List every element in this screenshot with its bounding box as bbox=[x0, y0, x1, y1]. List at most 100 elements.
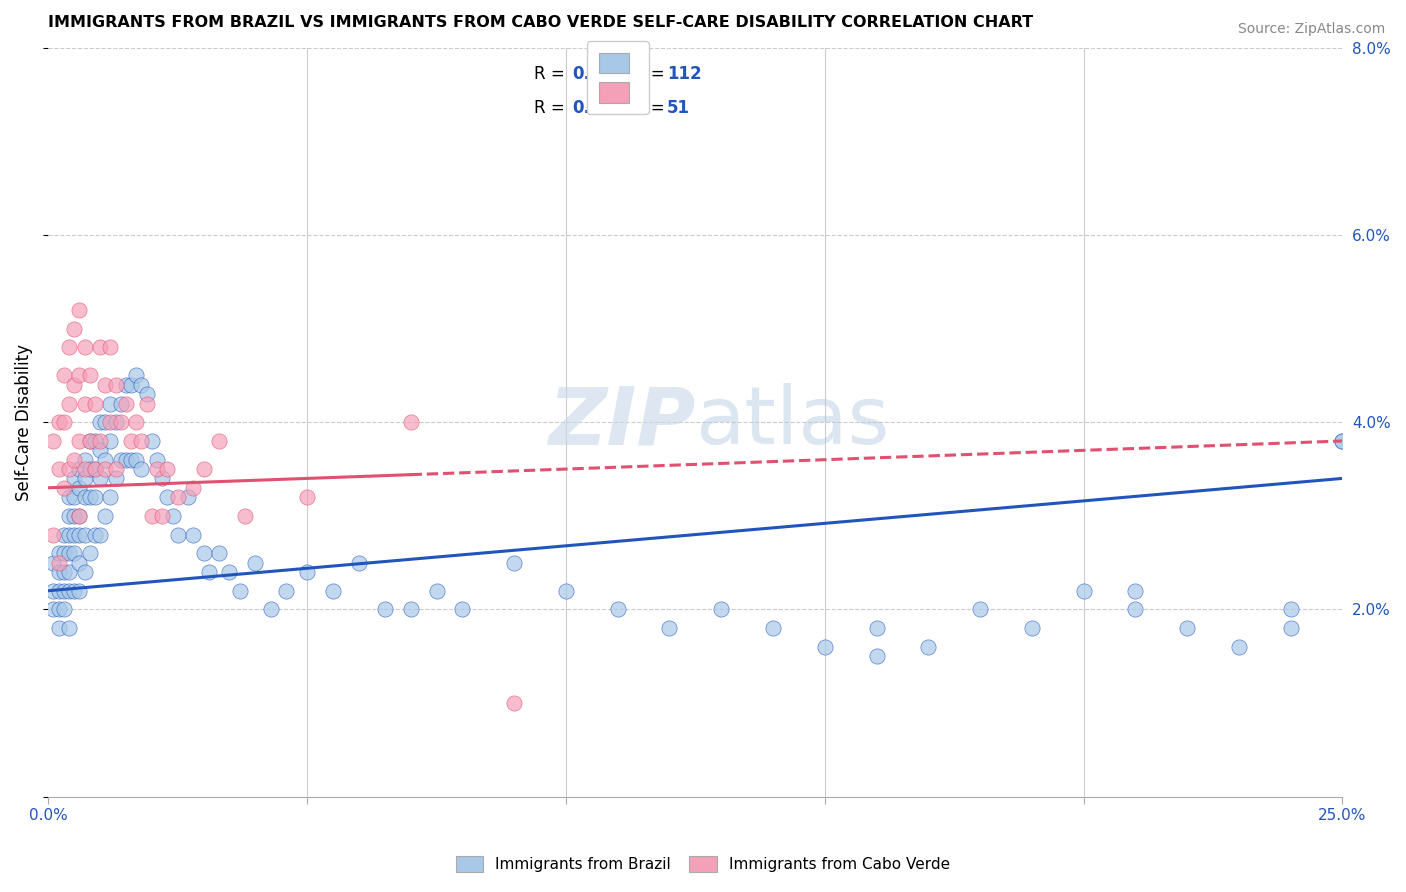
Point bbox=[58, 565, 80, 579]
Point bbox=[58, 583, 80, 598]
Point bbox=[115, 452, 138, 467]
Point bbox=[814, 640, 837, 654]
Point bbox=[79, 434, 101, 448]
Point bbox=[1331, 434, 1354, 448]
Point bbox=[48, 556, 70, 570]
Point bbox=[63, 583, 86, 598]
Legend: Immigrants from Brazil, Immigrants from Cabo Verde: Immigrants from Brazil, Immigrants from … bbox=[449, 848, 957, 880]
Point bbox=[63, 546, 86, 560]
Point bbox=[52, 481, 75, 495]
Point bbox=[100, 396, 122, 410]
Point bbox=[58, 490, 80, 504]
Point bbox=[162, 508, 184, 523]
Point bbox=[63, 452, 86, 467]
Point bbox=[295, 490, 318, 504]
Point bbox=[67, 583, 90, 598]
Point bbox=[73, 565, 96, 579]
Point bbox=[73, 396, 96, 410]
Point bbox=[73, 527, 96, 541]
Point bbox=[125, 452, 148, 467]
Point bbox=[125, 368, 148, 383]
Point bbox=[48, 621, 70, 635]
Point bbox=[555, 583, 578, 598]
Point bbox=[83, 434, 105, 448]
Point bbox=[503, 556, 526, 570]
Point bbox=[52, 368, 75, 383]
Point bbox=[52, 583, 75, 598]
Point bbox=[260, 602, 283, 616]
Point bbox=[197, 565, 219, 579]
Point bbox=[67, 508, 90, 523]
Point bbox=[94, 452, 117, 467]
Point bbox=[193, 546, 215, 560]
Point bbox=[1021, 621, 1043, 635]
Point bbox=[374, 602, 396, 616]
Point bbox=[42, 602, 65, 616]
Point bbox=[63, 508, 86, 523]
Y-axis label: Self-Care Disability: Self-Care Disability bbox=[15, 343, 32, 500]
Point bbox=[1331, 434, 1354, 448]
Point bbox=[141, 434, 163, 448]
Point bbox=[218, 565, 240, 579]
Point bbox=[79, 368, 101, 383]
Point bbox=[1227, 640, 1250, 654]
Point bbox=[865, 649, 887, 664]
Point bbox=[110, 396, 132, 410]
Point bbox=[79, 434, 101, 448]
Point bbox=[104, 471, 127, 485]
Point bbox=[131, 462, 153, 476]
Text: N =: N = bbox=[633, 65, 665, 83]
Point bbox=[1123, 602, 1146, 616]
Point bbox=[48, 565, 70, 579]
Point bbox=[67, 508, 90, 523]
Point bbox=[48, 546, 70, 560]
Point bbox=[233, 508, 256, 523]
Point bbox=[52, 565, 75, 579]
Point bbox=[42, 583, 65, 598]
Point bbox=[67, 462, 90, 476]
Point bbox=[606, 602, 628, 616]
Point bbox=[146, 462, 169, 476]
Point bbox=[52, 415, 75, 429]
Point bbox=[120, 434, 142, 448]
Point bbox=[94, 377, 117, 392]
Point bbox=[89, 415, 111, 429]
Point bbox=[208, 434, 231, 448]
Point bbox=[58, 508, 80, 523]
Point bbox=[156, 462, 179, 476]
Point bbox=[63, 471, 86, 485]
Point bbox=[451, 602, 474, 616]
Point bbox=[67, 434, 90, 448]
Point bbox=[58, 462, 80, 476]
Point bbox=[94, 508, 117, 523]
Point bbox=[52, 546, 75, 560]
Point bbox=[42, 556, 65, 570]
Point bbox=[245, 556, 267, 570]
Point bbox=[131, 434, 153, 448]
Point bbox=[67, 368, 90, 383]
Point bbox=[48, 583, 70, 598]
Point bbox=[63, 527, 86, 541]
Point bbox=[125, 415, 148, 429]
Point bbox=[83, 462, 105, 476]
Point bbox=[1279, 621, 1302, 635]
Point bbox=[83, 490, 105, 504]
Point bbox=[104, 462, 127, 476]
Point bbox=[89, 527, 111, 541]
Point bbox=[177, 490, 200, 504]
Text: R =: R = bbox=[533, 99, 564, 117]
Point bbox=[1279, 602, 1302, 616]
Point bbox=[166, 527, 188, 541]
Point bbox=[141, 508, 163, 523]
Point bbox=[917, 640, 939, 654]
Point bbox=[63, 377, 86, 392]
Point bbox=[969, 602, 991, 616]
Point bbox=[58, 340, 80, 354]
Point bbox=[104, 415, 127, 429]
Point bbox=[120, 452, 142, 467]
Point bbox=[710, 602, 733, 616]
Point bbox=[104, 377, 127, 392]
Point bbox=[67, 481, 90, 495]
Point bbox=[193, 462, 215, 476]
Point bbox=[52, 602, 75, 616]
